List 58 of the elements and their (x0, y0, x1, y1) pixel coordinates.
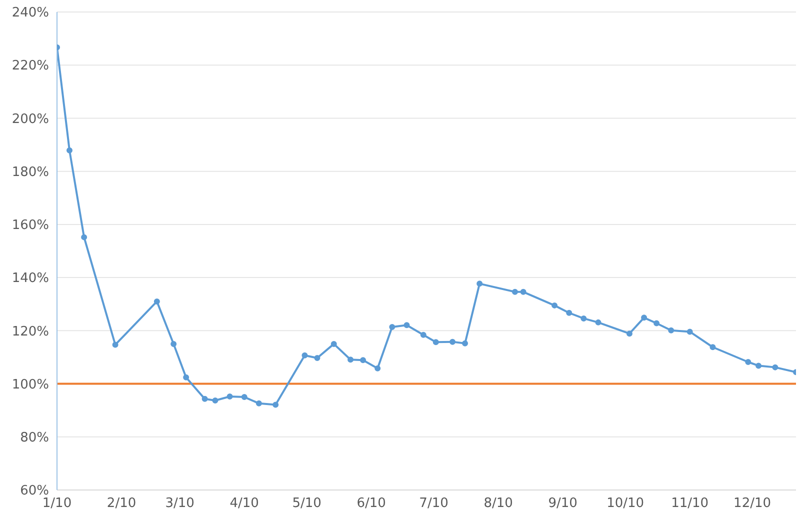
point (374, 365, 381, 372)
x-tick-label: 12/10 (734, 496, 772, 512)
x-tick-label: 6/10 (356, 496, 386, 512)
point (654, 320, 660, 326)
x-tick-label: 5/10 (292, 496, 322, 512)
point (745, 359, 752, 365)
point (389, 324, 396, 330)
y-tick-label: 180% (12, 164, 49, 180)
x-tick-label: 11/10 (671, 496, 709, 512)
point (476, 280, 483, 287)
point (710, 344, 716, 350)
point (348, 356, 354, 363)
point (256, 400, 262, 406)
point (170, 340, 177, 347)
x-tick-label: 10/10 (606, 496, 644, 512)
point (772, 364, 778, 370)
point (183, 374, 190, 380)
x-tick-label: 7/10 (419, 496, 448, 512)
point (520, 288, 526, 295)
point (330, 340, 337, 347)
point (302, 352, 308, 358)
point (626, 330, 632, 337)
point (641, 314, 648, 321)
x-tick-label: 8/10 (484, 496, 513, 512)
x-tick-label: 9/10 (548, 496, 578, 512)
y-tick-label: 200% (12, 112, 49, 127)
point (450, 338, 456, 345)
point (404, 322, 410, 328)
y-tick-label: 80% (20, 430, 49, 446)
y-tick-label: 240% (12, 6, 49, 21)
point (212, 398, 218, 404)
y-tick-label: 160% (12, 218, 49, 234)
x-tick-label: 2/10 (106, 496, 136, 512)
point (432, 339, 439, 346)
point (512, 288, 518, 295)
x-tick-label: 4/10 (230, 496, 259, 512)
point (580, 315, 587, 322)
x-tick-label: 1/10 (42, 496, 72, 512)
point (552, 302, 558, 308)
x-tick-label: 3/10 (165, 496, 194, 512)
point (668, 327, 674, 334)
y-tick-label: 220% (12, 58, 49, 74)
y-tick-label: 100% (12, 377, 49, 392)
point (202, 396, 208, 402)
y-tick-label: 140% (12, 271, 49, 286)
point (226, 394, 233, 400)
point (272, 402, 279, 408)
point (360, 357, 366, 364)
point (566, 310, 572, 316)
point (462, 340, 468, 346)
y-tick-label: 120% (12, 324, 49, 340)
point (241, 394, 248, 400)
y-tick-label: 60% (20, 484, 49, 499)
point (686, 328, 693, 335)
point (756, 362, 762, 369)
point (314, 355, 320, 362)
point (420, 332, 426, 338)
point (595, 319, 602, 326)
